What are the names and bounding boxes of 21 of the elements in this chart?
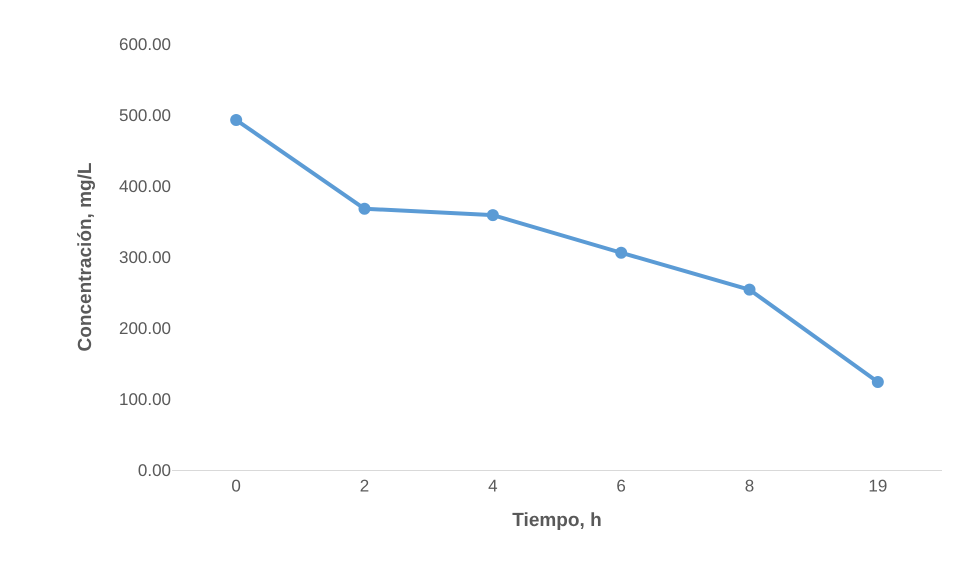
point [486, 209, 499, 222]
x-tick-label: 19 [868, 476, 888, 496]
point [230, 114, 242, 126]
y-tick-label: 600.00 [119, 34, 171, 54]
x-tick-label: 2 [360, 476, 370, 496]
y-tick-label: 500.00 [119, 106, 171, 125]
y-tick-label: 0.00 [138, 460, 171, 480]
y-tick-label: 200.00 [119, 318, 171, 338]
y-tick-label: 300.00 [119, 248, 171, 267]
point [615, 246, 628, 259]
point [744, 284, 756, 296]
point [358, 202, 370, 215]
x-tick-label: 4 [488, 476, 498, 496]
x-tick-label: 8 [744, 476, 754, 496]
x-tick-label: 0 [231, 476, 241, 496]
y-axis-title: Concentración, mg/L [74, 162, 96, 352]
y-tick-label: 400.00 [119, 176, 171, 196]
y-tick-label: 100.00 [119, 390, 171, 409]
x-axis-title: Tiempo, h [512, 510, 602, 532]
point [872, 376, 884, 388]
x-tick-label: 6 [616, 476, 626, 496]
